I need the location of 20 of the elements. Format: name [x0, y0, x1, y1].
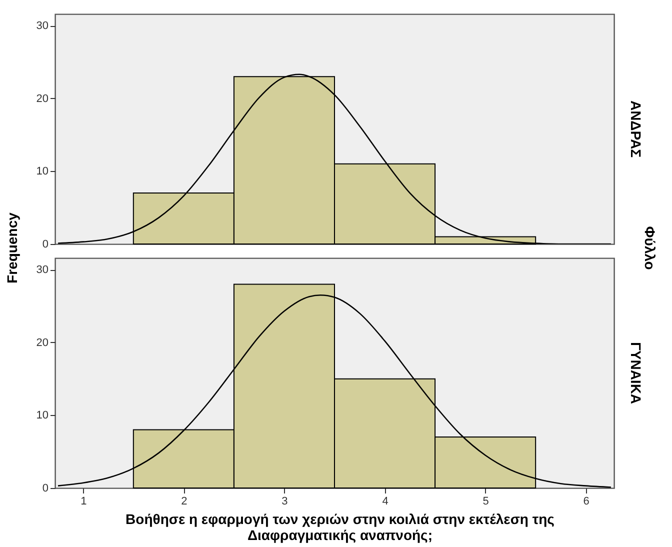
x-tick-label: 3 [282, 496, 288, 508]
text: Φύλλο [642, 226, 658, 270]
x-tick-label: 2 [181, 496, 188, 508]
line-series [57, 74, 612, 244]
y-tick-label: 20 [36, 92, 48, 105]
y-tick-label: 0 [42, 482, 48, 494]
x-tick-label: 6 [583, 496, 590, 508]
y-tick-label: 10 [36, 410, 48, 422]
text: ΑΝΔΡΑΣ [628, 100, 644, 158]
y-tick-label: 20 [36, 336, 48, 349]
y-axis-title: Frequency [4, 212, 20, 284]
y-tick-label: 30 [36, 264, 48, 276]
y-tick-label: 0 [42, 238, 48, 250]
y-tick-label: 10 [36, 166, 48, 178]
x-tick-label: 1 [80, 496, 87, 508]
y-tick-label: 30 [36, 20, 48, 32]
x-tick-label: 5 [482, 496, 489, 508]
text: ΓΥΝΑΙΚΑ [628, 342, 644, 404]
x-axis-title: Βοήθησε η εφαρμογή των χεριών στην κοιλιά στην εκτέλεση της Διαφραγματικής αναπνοής; [124, 511, 556, 543]
x-tick-label: 4 [382, 496, 388, 508]
